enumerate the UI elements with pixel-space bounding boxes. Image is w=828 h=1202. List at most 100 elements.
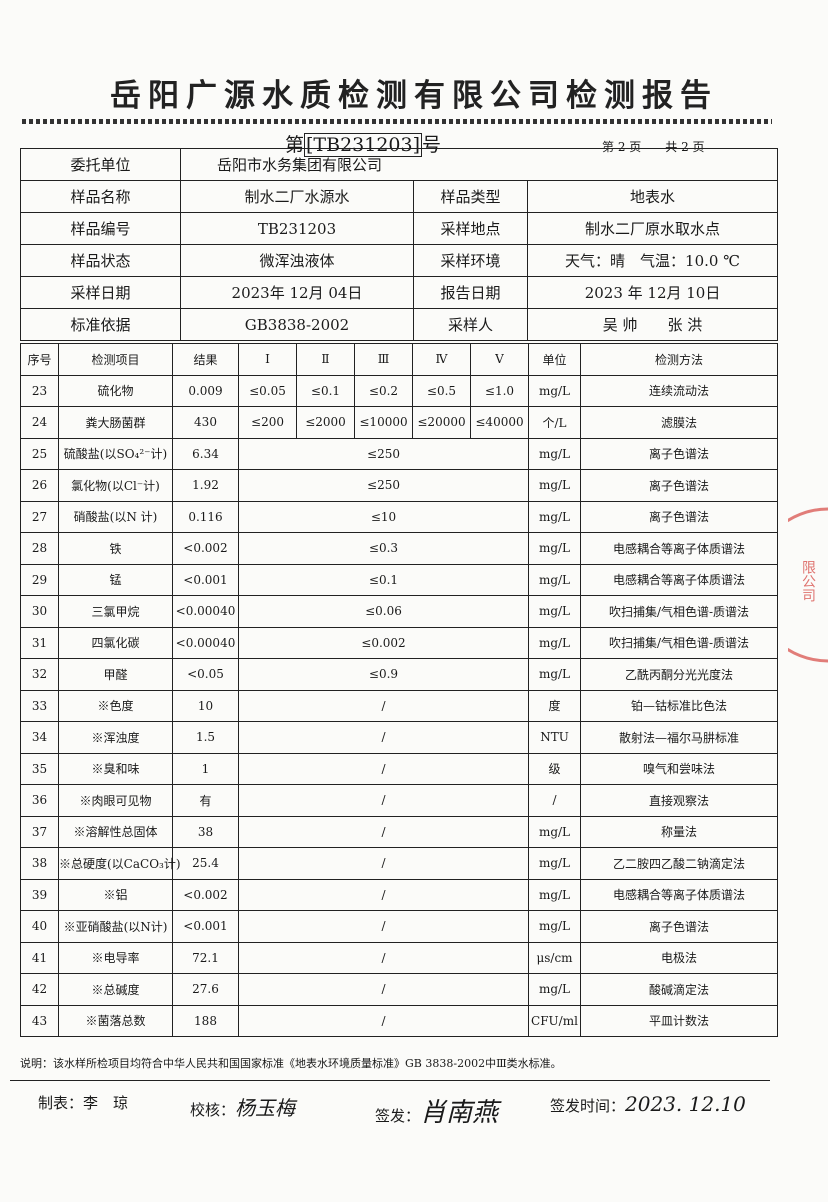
unit: μs/cm — [528, 941, 581, 974]
row-number: 28 — [20, 532, 59, 565]
env-value: 天气：晴 气温：10.0 ℃ — [526, 244, 779, 277]
test-method: 电感耦合等离子体质谱法 — [580, 532, 778, 565]
issue-time-value: 2023. 12.10 — [625, 1092, 746, 1116]
table-row: 40 ※亚硝酸盐(以N计) <0.001/mg/L 离子色谱法 — [20, 910, 778, 943]
table-row: 43 ※菌落总数 188/CFU/ml 平皿计数法 — [20, 1004, 778, 1037]
test-result: 6.34 — [172, 437, 239, 470]
row-number: 23 — [20, 374, 59, 407]
class-limit: / — [238, 910, 529, 943]
test-item: 硝酸盐(以N 计) — [58, 500, 173, 533]
test-result: 0.009 — [172, 374, 239, 407]
standard-label: 标准依据 — [20, 308, 181, 341]
sample-type-value: 地表水 — [526, 180, 779, 213]
test-result: <0.002 — [172, 878, 239, 911]
test-result: <0.05 — [172, 658, 239, 691]
test-method: 电感耦合等离子体质谱法 — [580, 878, 778, 911]
row-number: 42 — [20, 973, 59, 1006]
unit: mg/L — [528, 626, 581, 659]
col-header: Ⅱ — [296, 343, 355, 376]
checked-signature: 杨玉梅 — [235, 1096, 296, 1120]
row-number: 30 — [20, 595, 59, 628]
stamp-text: 限公司 — [800, 560, 816, 602]
test-result: 72.1 — [172, 941, 239, 974]
issued-by: 签发：肖南燕 — [375, 1092, 498, 1129]
checked-label: 校核： — [190, 1101, 236, 1119]
row-number: 24 — [20, 406, 59, 439]
checked-by: 校核：杨玉梅 — [190, 1092, 295, 1121]
test-method: 乙酰丙酮分光光度法 — [580, 658, 778, 691]
location-label: 采样地点 — [413, 212, 528, 245]
stamp-arc — [788, 507, 828, 663]
row-number: 39 — [20, 878, 59, 911]
test-item: ※总碱度 — [58, 973, 173, 1006]
class-limit: ≤1.0 — [470, 374, 529, 407]
issued-signature: 肖南燕 — [420, 1098, 499, 1128]
test-method: 嗅气和尝味法 — [580, 752, 778, 785]
company-stamp — [788, 507, 828, 663]
test-result: <0.002 — [172, 532, 239, 565]
table-row: 38 ※总硬度(以CaCO₃计) 25.4/mg/L 乙二胺四乙酸二钠滴定法 — [20, 847, 778, 880]
test-item: ※肉眼可见物 — [58, 784, 173, 817]
unit: mg/L — [528, 595, 581, 628]
row-number: 34 — [20, 721, 59, 754]
class-limit: / — [238, 1004, 529, 1037]
class-limit: ≤0.5 — [412, 374, 471, 407]
test-result: 0.116 — [172, 500, 239, 533]
divider — [10, 1080, 770, 1081]
test-item: ※亚硝酸盐(以N计) — [58, 910, 173, 943]
col-header: Ⅰ — [238, 343, 297, 376]
class-limit: ≤2000 — [296, 406, 355, 439]
sample-name-label: 样品名称 — [20, 180, 181, 213]
test-item: 粪大肠菌群 — [58, 406, 173, 439]
row-number: 31 — [20, 626, 59, 659]
row-number: 40 — [20, 910, 59, 943]
test-item: 四氯化碳 — [58, 626, 173, 659]
info-row: 标准依据 GB3838-2002 采样人 吴 帅 张 洪 — [20, 308, 779, 341]
prepared-label: 制表： — [38, 1094, 84, 1112]
table-row: 30 三氯甲烷 <0.00040 ≤0.06 mg/L 吹扫捕集/气相色谱-质谱法 — [20, 595, 778, 628]
standard-value: GB3838-2002 — [180, 308, 414, 341]
test-method: 离子色谱法 — [580, 469, 778, 502]
class-limit: ≤0.05 — [238, 374, 297, 407]
report-date-value: 2023 年 12月 10日 — [526, 276, 779, 309]
col-header: 单位 — [528, 343, 581, 376]
unit: mg/L — [528, 500, 581, 533]
row-number: 35 — [20, 752, 59, 785]
test-result: 188 — [172, 1004, 239, 1037]
unit: mg/L — [528, 973, 581, 1006]
test-item: 氯化物(以Cl⁻计) — [58, 469, 173, 502]
unit: mg/L — [528, 469, 581, 502]
table-row: 36 ※肉眼可见物有 / / 直接观察法 — [20, 784, 778, 817]
prepared-by: 制表：李 琼 — [38, 1092, 128, 1113]
sample-no-value: TB231203 — [180, 212, 414, 245]
test-method: 离子色谱法 — [580, 910, 778, 943]
table-row: 34 ※浑浊度 1.5/NTU 散射法—福尔马肼标准 — [20, 721, 778, 754]
sample-date-value: 2023年 12月 04日 — [180, 276, 414, 309]
info-row: 样品名称 制水二厂水源水 样品类型 地表水 — [20, 180, 779, 213]
unit: mg/L — [528, 563, 581, 596]
sample-no-label: 样品编号 — [20, 212, 181, 245]
class-limit: ≤0.1 — [238, 563, 529, 596]
table-row: 26 氯化物(以Cl⁻计) 1.92 ≤250 mg/L 离子色谱法 — [20, 469, 778, 502]
test-item: ※铝 — [58, 878, 173, 911]
unit: mg/L — [528, 532, 581, 565]
test-result: <0.00040 — [172, 626, 239, 659]
table-row: 42 ※总碱度 27.6/mg/L 酸碱滴定法 — [20, 973, 778, 1006]
issue-time-label: 签发时间： — [550, 1097, 626, 1115]
row-number: 37 — [20, 815, 59, 848]
test-method: 离子色谱法 — [580, 500, 778, 533]
test-item: ※臭和味 — [58, 752, 173, 785]
class-limit: ≤250 — [238, 469, 529, 502]
test-result: <0.00040 — [172, 595, 239, 628]
row-number: 33 — [20, 689, 59, 722]
unit: mg/L — [528, 374, 581, 407]
class-limit: / — [238, 878, 529, 911]
test-method: 酸碱滴定法 — [580, 973, 778, 1006]
test-item: ※色度 — [58, 689, 173, 722]
class-limit: ≤200 — [238, 406, 297, 439]
class-limit: ≤0.002 — [238, 626, 529, 659]
test-result: 430 — [172, 406, 239, 439]
col-header: 结果 — [172, 343, 239, 376]
test-result: 1.92 — [172, 469, 239, 502]
test-item: 铁 — [58, 532, 173, 565]
